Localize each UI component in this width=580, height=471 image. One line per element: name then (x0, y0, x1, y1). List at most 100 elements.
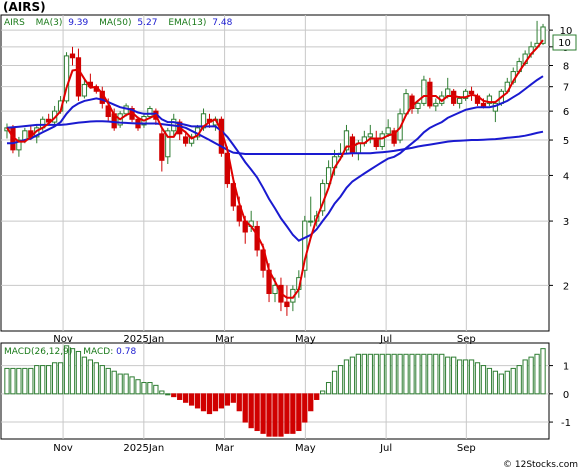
macd-bar-positive (355, 353, 362, 395)
price-x-label: Jul (379, 334, 392, 345)
candle (81, 80, 88, 99)
candle (391, 127, 397, 147)
macd-bar-negative (266, 393, 272, 437)
macd-bar-positive (40, 365, 46, 395)
candle-body-up (540, 26, 546, 44)
price-tick-label: 7 (563, 83, 569, 94)
candle-body-up (272, 284, 278, 295)
candle (462, 88, 469, 101)
macd-bar-positive (99, 365, 105, 395)
macd-bar-positive (409, 353, 415, 395)
macd-bar-positive (433, 353, 439, 395)
macd-bar-positive (516, 365, 522, 395)
candle-body-down (69, 53, 76, 59)
macd-legend: MACD(26,12,9) MACD: 0.78 (4, 347, 136, 357)
macd-bar-negative (224, 393, 230, 406)
macd-bar-negative (212, 393, 219, 412)
macd-bar-negative (272, 393, 278, 437)
macd-bar-positive (4, 367, 10, 395)
macd-bar-positive (451, 356, 457, 395)
macd-bar-negative (296, 393, 302, 432)
candle (385, 119, 391, 137)
candle-body-down (284, 301, 290, 308)
price-tick-label: 2 (563, 281, 569, 292)
candle-body-up (379, 133, 385, 148)
candle-body-up (302, 220, 308, 271)
macd-bar-positive (34, 365, 40, 395)
macd-bar-negative (194, 393, 201, 409)
candle (16, 136, 22, 157)
macd-bar-positive (117, 373, 123, 395)
macd-legend-label: MACD(26,12,9) (4, 347, 72, 357)
macd-bar-positive (111, 370, 117, 395)
macd-bar-positive (397, 353, 403, 395)
candle (367, 124, 373, 144)
macd-bar-negative (284, 393, 290, 434)
macd-bar-positive (46, 365, 52, 395)
price-x-label: 2025Jan (123, 334, 164, 345)
candle-body-up (445, 88, 451, 97)
macd-x-label: 2025Jan (123, 443, 164, 454)
legend-ema13-label: EMA(13) (168, 18, 206, 28)
candle-body-up (456, 97, 463, 104)
macd-bar-positive (153, 384, 159, 395)
candle-body-up (63, 55, 70, 102)
candle-body-up (385, 127, 391, 135)
candle (427, 77, 433, 109)
macd-bar-positive (462, 359, 469, 395)
candle-body-down (183, 136, 189, 144)
macd-bar-positive (147, 382, 153, 395)
legend-ma50-value: 5.27 (137, 18, 157, 28)
price-x-label: Nov (53, 334, 73, 345)
macd-bar-positive (391, 353, 397, 395)
macd-bar-positive (320, 390, 326, 395)
price-x-label: May (295, 334, 316, 345)
candle-body-down (391, 130, 397, 144)
candle-body-up (403, 93, 409, 115)
chart-title: (AIRS) (3, 0, 46, 14)
candle (75, 48, 82, 101)
price-axis-ticks: 2345678910 (549, 26, 572, 292)
macd-bar-positive (427, 353, 433, 395)
candle-body-up (188, 136, 195, 144)
macd-bar-positive (93, 362, 99, 395)
macd-bar-positive (129, 376, 135, 395)
price-tick-label: 6 (563, 107, 569, 118)
macd-bar-positive (325, 382, 332, 395)
price-tick-label: 8 (563, 62, 569, 73)
macd-bar-negative (248, 393, 254, 429)
candle (69, 46, 76, 66)
macd-bar-positive (16, 367, 22, 395)
price-tick-label: 4 (563, 171, 569, 182)
candle-body-up (81, 83, 88, 97)
price-tick-label: 3 (563, 217, 569, 228)
macd-bar-negative (171, 393, 177, 398)
macd-tick-label: 0 (563, 390, 569, 401)
macd-bar-positive (474, 362, 481, 395)
candle (433, 98, 439, 112)
candle-body-up (165, 130, 171, 158)
macd-bar-positive (337, 365, 344, 395)
macd-tick-label: -1 (561, 418, 571, 429)
macd-bar-positive (468, 359, 475, 395)
candle (409, 93, 415, 114)
macd-bar-positive (486, 367, 493, 395)
candle (492, 100, 499, 123)
macd-bar-negative (314, 393, 320, 400)
macd-bar-positive (63, 345, 70, 395)
candle (308, 196, 314, 227)
macd-bar-positive (135, 379, 141, 395)
macd-legend-value-label: MACD: (83, 347, 113, 357)
candle-body-down (75, 57, 82, 97)
macd-panel-frame (0, 342, 550, 440)
candle-body-down (468, 90, 475, 95)
macd-bar-positive (528, 356, 534, 395)
macd-bar-positive (492, 370, 499, 395)
price-x-label: Sep (457, 334, 476, 345)
candle (302, 215, 308, 278)
candle-body-down (409, 95, 415, 110)
candle (415, 100, 421, 114)
ma50-line (6, 120, 544, 155)
macd-bar-positive (367, 353, 373, 395)
